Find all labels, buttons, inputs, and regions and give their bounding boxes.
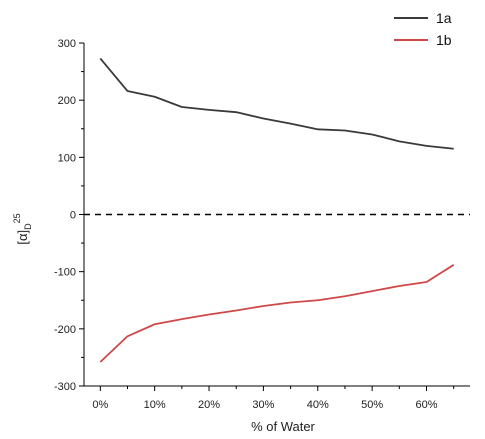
chart-axes: -300 -200 -100 0 100 200 300 0% 10% 20% 30% 40% 50% 6… bbox=[54, 38, 470, 411]
y-tick-label: 200 bbox=[58, 95, 76, 107]
x-tick-label: 0% bbox=[92, 399, 108, 411]
y-tick-label: 100 bbox=[58, 152, 76, 164]
series-line-1a bbox=[99, 57, 454, 150]
chart-series bbox=[99, 57, 455, 363]
x-tick-label: 10% bbox=[144, 399, 166, 411]
x-tick-label: 50% bbox=[361, 399, 383, 411]
x-tick-label: 20% bbox=[198, 399, 220, 411]
x-axis-title: % of Water bbox=[251, 419, 315, 434]
x-tick-label: 60% bbox=[415, 399, 437, 411]
y-tick-label: -200 bbox=[54, 324, 76, 336]
y-axis-title: [α]D25 bbox=[12, 213, 33, 244]
y-tick-label: 300 bbox=[58, 38, 76, 50]
x-tick-label: 30% bbox=[252, 399, 274, 411]
x-tick-label: 40% bbox=[307, 399, 329, 411]
y-tick-label: -100 bbox=[54, 267, 76, 279]
y-tick-label: 0 bbox=[70, 210, 76, 222]
legend-label-1a: 1a bbox=[436, 10, 452, 26]
legend-label-1b: 1b bbox=[436, 32, 452, 48]
series-line-1b bbox=[99, 264, 455, 363]
y-tick-label: -300 bbox=[54, 381, 76, 393]
